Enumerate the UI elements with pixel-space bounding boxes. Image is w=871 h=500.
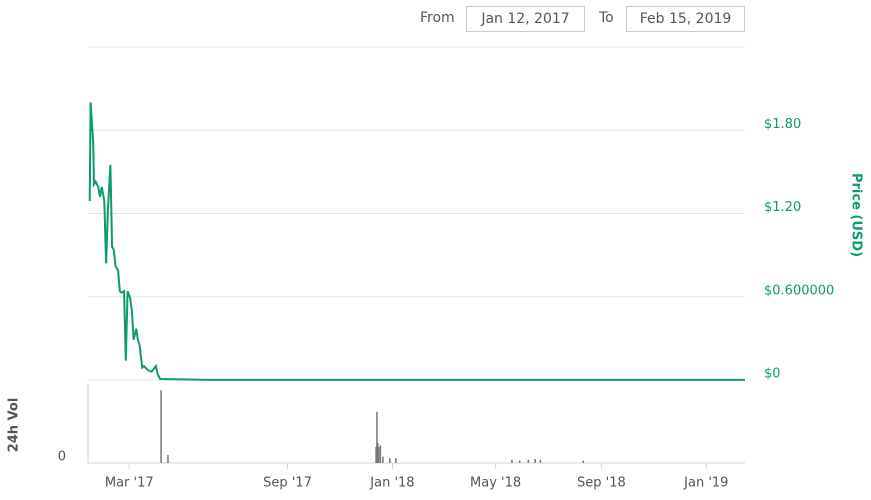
from-input[interactable]: Jan 12, 2017 <box>466 6 585 32</box>
y-axis-title: 24h Vol <box>7 398 22 453</box>
volume-bar <box>376 411 378 463</box>
volume-bar <box>395 458 397 463</box>
y-tick-label: $0 <box>764 367 781 382</box>
volume-bar <box>582 460 585 463</box>
volume-bar <box>539 459 542 463</box>
volume-bar <box>160 390 162 463</box>
volume-bar <box>377 443 379 463</box>
volume-bar <box>377 447 380 463</box>
volume-bar <box>382 456 384 463</box>
volume-bar <box>527 459 530 463</box>
y-axis-title: Price (USD) <box>849 173 864 257</box>
y-tick-label: $1.80 <box>764 117 801 132</box>
volume-bar <box>534 459 536 463</box>
x-tick-label: Sep '18 <box>577 476 626 491</box>
price-line <box>88 102 745 381</box>
to-input[interactable]: Feb 15, 2019 <box>626 6 745 32</box>
from-label: From <box>420 10 455 26</box>
volume-bar <box>518 460 521 463</box>
x-tick-label: Sep '17 <box>263 476 312 491</box>
y-tick-label: 0 <box>58 450 66 465</box>
y-tick-label: $0.600000 <box>764 283 834 298</box>
y-tick-label: $1.20 <box>764 200 801 215</box>
x-tick-label: Jan '19 <box>683 476 728 491</box>
volume-bar <box>167 455 169 463</box>
x-tick-label: Jan '18 <box>369 476 414 491</box>
x-tick-label: Mar '17 <box>105 476 154 491</box>
x-tick-label: May '18 <box>470 476 521 491</box>
volume-bar <box>389 458 391 463</box>
to-label: To <box>599 10 614 26</box>
volume-bar <box>379 445 382 463</box>
volume-bar <box>511 459 513 463</box>
volume-bar <box>375 447 377 463</box>
